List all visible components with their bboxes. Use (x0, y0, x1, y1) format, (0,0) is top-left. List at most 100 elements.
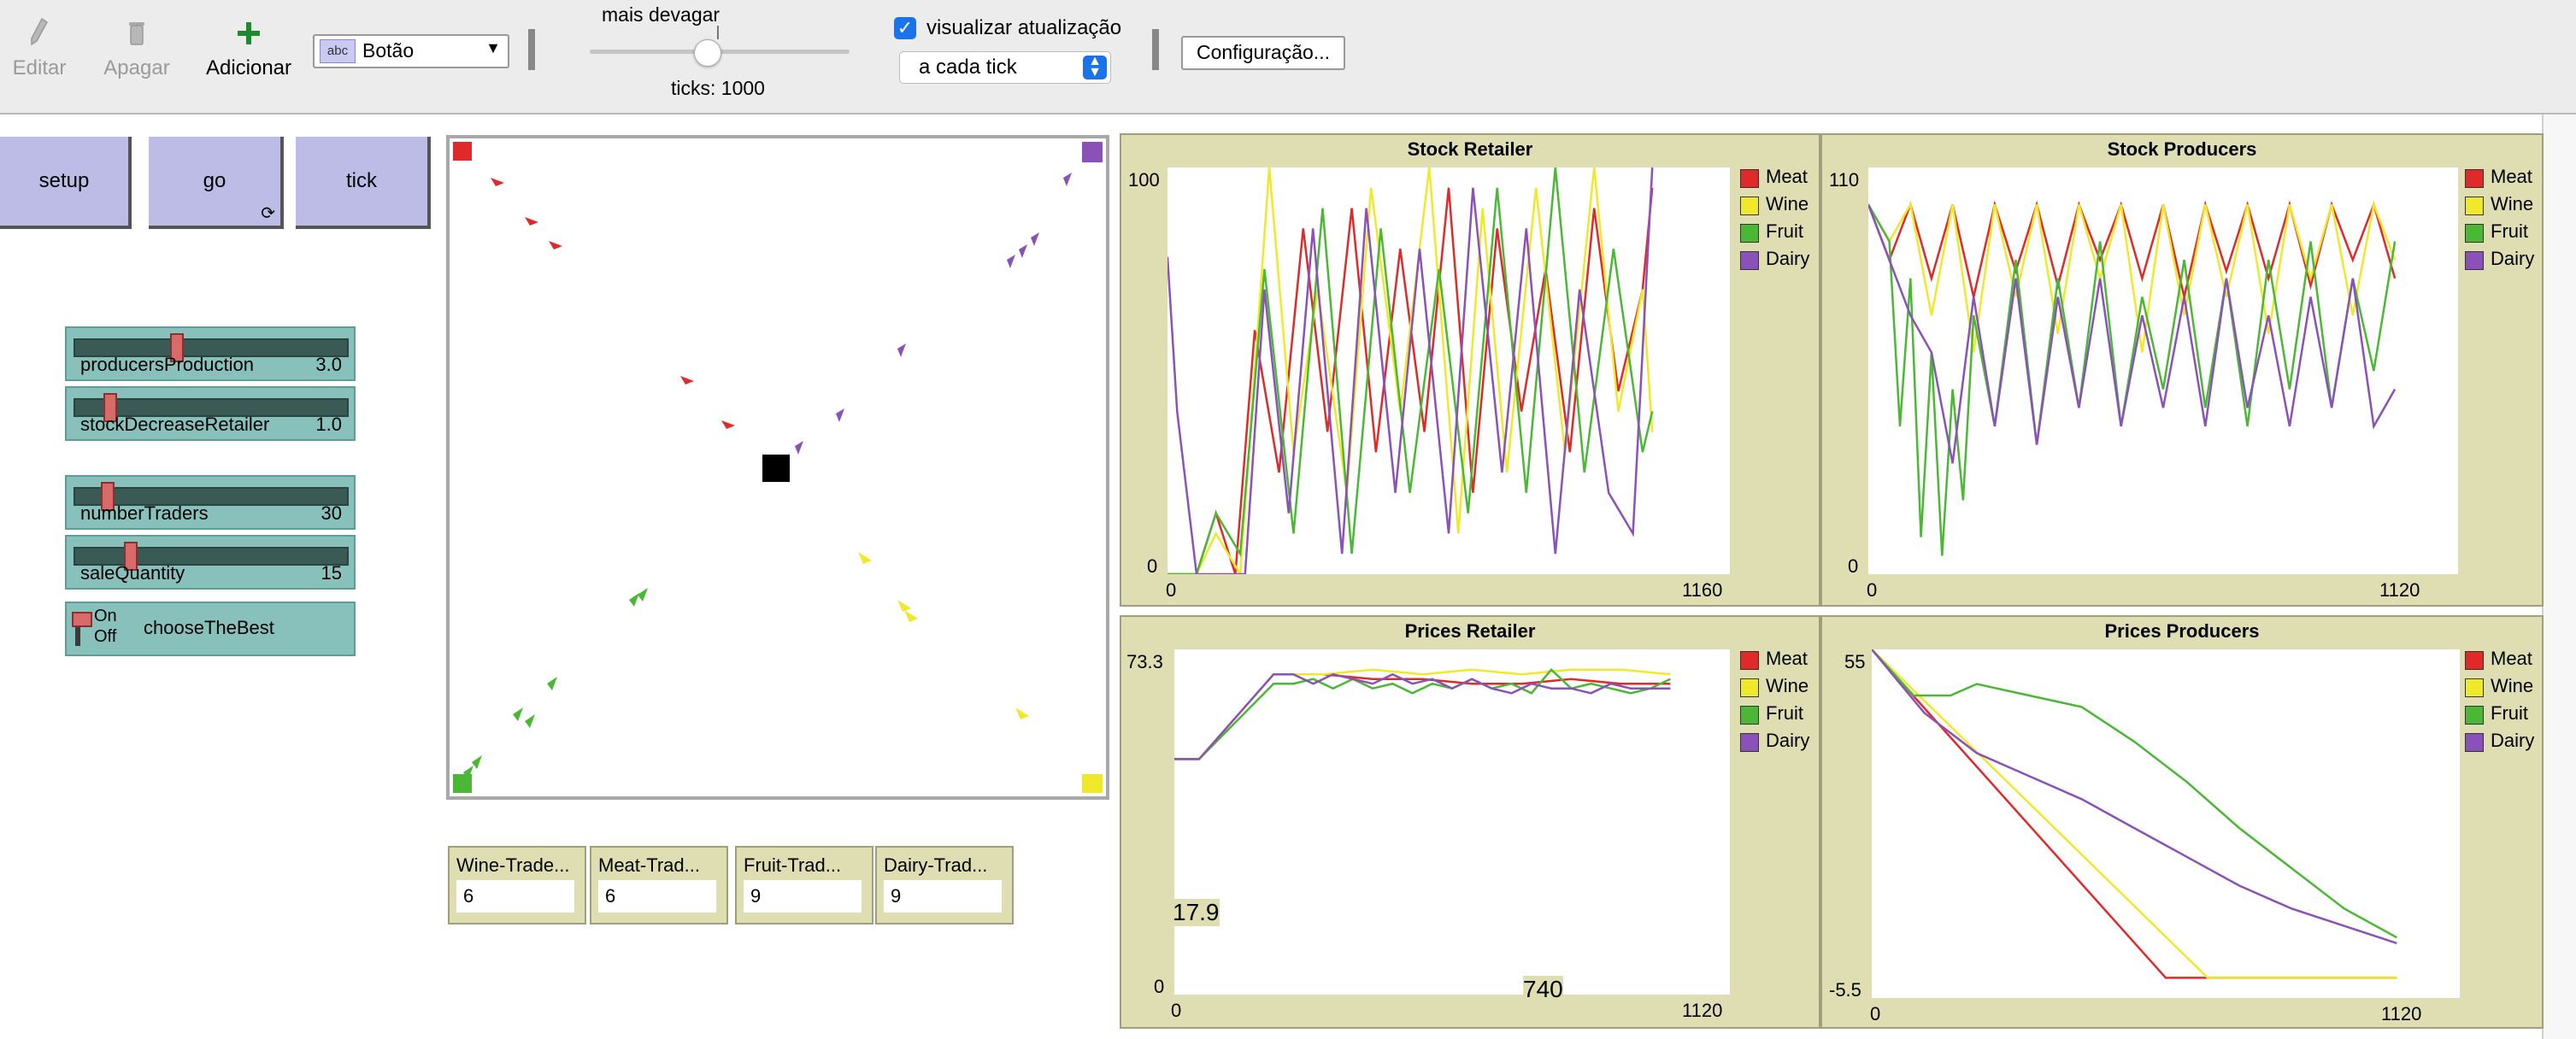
pen-readout-y: 17.9 (1173, 899, 1220, 926)
delete-label: Apagar (103, 56, 170, 79)
slider-track[interactable] (74, 398, 349, 417)
monitor-value: 9 (744, 880, 862, 913)
slider-name: producersProduction (80, 354, 255, 375)
go-label: go (203, 169, 226, 192)
plot-title: Prices Retailer (1404, 620, 1536, 642)
dairy-trader (795, 441, 803, 455)
fruit-trader (525, 714, 535, 728)
slider-stock-decrease-retailer[interactable]: stockDecreaseRetailer 1.0 (65, 386, 356, 441)
switch-on-label: On (94, 607, 117, 625)
setup-button[interactable]: setup (0, 137, 132, 229)
monitor-wine-traders: Wine-Trade... 6 (448, 846, 586, 925)
dairy-trader (1063, 173, 1072, 186)
plot-x-max: 1120 (2379, 579, 2420, 601)
widget-type-select[interactable]: abc Botão ▼ (313, 34, 509, 68)
legend-label: Meat (1766, 648, 1808, 669)
plot-y-max: 110 (1829, 169, 1860, 191)
series-line-wine (1174, 668, 1671, 760)
toolbar-separator (528, 29, 535, 70)
settings-button[interactable]: Configuração... (1181, 36, 1345, 70)
series-line-meat (1174, 672, 1671, 760)
updown-arrow-icon: ▲ ▼ (1083, 55, 1107, 79)
series-line-fruit (1871, 649, 2397, 939)
legend-swatch (2465, 169, 2484, 188)
slider-sale-quantity[interactable]: saleQuantity 15 (65, 535, 356, 590)
slider-number-traders[interactable]: numberTraders 30 (65, 475, 356, 530)
legend-swatch (2465, 706, 2484, 725)
monitor-label: Meat-Trad... (598, 854, 700, 876)
plot-x-min: 0 (1867, 579, 1878, 601)
legend-swatch (2465, 197, 2484, 215)
plot-x-min: 0 (1870, 1003, 1881, 1024)
plot-y-min: 0 (1147, 555, 1158, 577)
slider-handle[interactable] (103, 393, 117, 422)
meat-trader (491, 178, 504, 186)
plot-svg (1871, 649, 2397, 979)
switch-bar[interactable] (75, 612, 80, 646)
legend-label: Fruit (2491, 220, 2528, 242)
legend-swatch (1740, 169, 1759, 188)
trash-icon (129, 22, 144, 45)
plus-icon (238, 22, 260, 44)
slider-handle[interactable] (170, 333, 184, 362)
monitor-label: Wine-Trade... (456, 854, 570, 876)
legend-swatch (1740, 197, 1759, 215)
switch-choose-the-best[interactable]: On Off chooseTheBest (65, 602, 356, 656)
ticks-counter: ticks: 1000 (671, 77, 765, 99)
plot-y-min: -5.5 (1829, 979, 1861, 1001)
speed-slider-knob[interactable] (693, 39, 721, 67)
slider-producers-production[interactable]: producersProduction 3.0 (65, 326, 356, 381)
plot-y-max: 100 (1128, 169, 1160, 191)
plot-title: Stock Producers (2107, 138, 2257, 160)
switch-knob[interactable] (72, 612, 92, 627)
monitor-value: 6 (598, 880, 716, 913)
monitor-meat-traders: Meat-Trad... 6 (590, 846, 728, 925)
meat-trader (525, 217, 538, 226)
plot-prices-producers: Prices Producers 55 -5.5 0 1120 Meat Win… (1820, 615, 2544, 1029)
plot-area (1166, 167, 1730, 578)
wine-trader (897, 600, 911, 612)
plot-svg (1867, 200, 2397, 556)
pen-readout-x: 740 (1523, 976, 1563, 1003)
slider-track[interactable] (74, 487, 349, 506)
pencil-icon (31, 17, 48, 46)
plot-stock-retailer: Stock Retailer 100 0 0 1160 Meat Wine Fr… (1120, 133, 1820, 607)
go-button[interactable]: go ⟳ (149, 137, 284, 229)
fruit-trader (638, 588, 648, 602)
series-line-meat (1871, 649, 2397, 979)
meat-trader (680, 376, 694, 384)
slider-track[interactable] (74, 338, 349, 357)
series-line-fruit (1174, 667, 1671, 760)
view-updates-label: visualizar atualização (926, 16, 1122, 39)
legend-label: Fruit (2491, 702, 2528, 724)
switch-name: chooseTheBest (144, 617, 274, 638)
fruit-trader (472, 755, 482, 769)
update-mode-select[interactable]: a cada tick ▲ ▼ (899, 51, 1111, 84)
vertical-scrollbar[interactable] (2542, 114, 2576, 1039)
dairy-trader (1031, 232, 1039, 246)
plot-area (1174, 649, 1730, 995)
fruit-trader (463, 766, 473, 779)
dairy-trader (836, 408, 844, 422)
series-line-dairy (1871, 649, 2397, 945)
view-updates-checkbox[interactable]: ✓ (894, 17, 916, 39)
slider-handle[interactable] (124, 542, 138, 571)
dairy-trader (1019, 244, 1027, 258)
tick-button[interactable]: tick (296, 137, 431, 229)
add-button[interactable]: Adicionar (202, 15, 296, 80)
plot-x-max: 1120 (2381, 1003, 2422, 1024)
slider-track[interactable] (74, 547, 349, 566)
legend-swatch (1740, 678, 1759, 697)
world-view[interactable] (446, 135, 1109, 800)
legend-swatch (1740, 733, 1759, 752)
dairy-trader (1007, 255, 1015, 268)
slider-value: 3.0 (315, 354, 342, 375)
dairy-trader (897, 343, 906, 357)
slider-handle[interactable] (101, 482, 115, 511)
delete-button[interactable]: Apagar (96, 15, 178, 80)
add-label: Adicionar (205, 56, 292, 79)
fruit-trader (513, 707, 523, 721)
legend-label: Fruit (1766, 702, 1803, 724)
series-line-dairy (1867, 203, 2397, 464)
edit-button[interactable]: Editar (9, 15, 70, 80)
